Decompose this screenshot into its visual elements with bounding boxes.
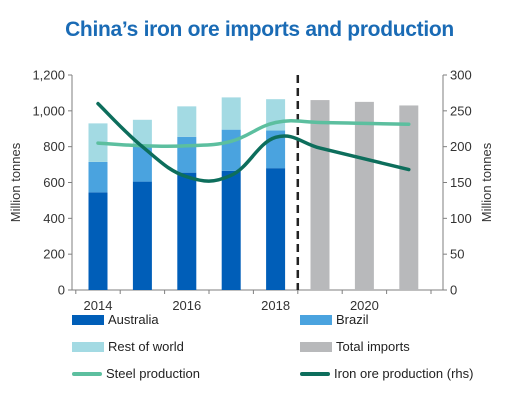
bar-australia-2017 [221, 170, 241, 290]
right-tick-label: 250 [450, 103, 472, 118]
legend-item-iron-ore-production-rhs-: Iron ore production (rhs) [300, 366, 473, 381]
legend-swatch [72, 314, 104, 325]
right-tick-label: 0 [450, 283, 457, 298]
bar-australia-2014 [88, 192, 108, 290]
legend-item-rest-of-world: Rest of world [72, 339, 184, 354]
legend-swatch [300, 314, 332, 325]
legend-label: Brazil [336, 312, 369, 327]
legend-label: Iron ore production (rhs) [334, 366, 474, 381]
left-tick-label: 800 [43, 139, 65, 154]
left-tick-label: 600 [43, 175, 65, 190]
left-tick-label: 1,200 [32, 68, 65, 83]
legend-label: Total imports [336, 339, 410, 354]
legend-item-total-imports: Total imports [300, 339, 410, 354]
bar-rest-of-world-2016 [177, 106, 197, 137]
x-tick-label: 2018 [261, 298, 290, 313]
bar-brazil-2015 [132, 146, 152, 182]
legend-swatch [300, 371, 330, 376]
chart-title: China’s iron ore imports and production [65, 18, 454, 41]
legend-label: Steel production [106, 366, 200, 381]
legend-swatch [72, 341, 104, 352]
legend-swatch [72, 371, 102, 376]
legend-swatch [300, 341, 332, 352]
bar-rest-of-world-2017 [221, 97, 241, 130]
bar-total-imports-2020 [354, 101, 374, 290]
line-steel-production [96, 119, 411, 149]
bar-total-imports-2021 [399, 105, 419, 290]
line-iron-ore-production-rhs- [96, 101, 411, 183]
right-tick-label: 150 [450, 175, 472, 190]
left-axis-title: Million tonnes [8, 142, 23, 222]
left-tick-label: 200 [43, 247, 65, 262]
bar-rest-of-world-2015 [132, 119, 152, 147]
bar-brazil-2014 [88, 161, 108, 193]
legend-item-brazil: Brazil [300, 312, 369, 327]
legend-item-australia: Australia [72, 312, 159, 327]
x-tick-label: 2020 [350, 298, 379, 313]
right-tick-label: 100 [450, 211, 472, 226]
legend-item-steel-production: Steel production [72, 366, 200, 381]
left-tick-label: 400 [43, 211, 65, 226]
legend-label: Australia [108, 312, 159, 327]
left-tick-label: 0 [58, 283, 65, 298]
right-tick-label: 50 [450, 247, 464, 262]
x-tick-label: 2014 [84, 298, 113, 313]
right-tick-label: 300 [450, 68, 472, 83]
bar-australia-2015 [132, 181, 152, 290]
legend-label: Rest of world [108, 339, 184, 354]
right-tick-label: 200 [450, 139, 472, 154]
right-axis-title: Million tonnes [479, 142, 494, 222]
left-tick-label: 1,000 [32, 103, 65, 118]
bar-australia-2016 [177, 172, 197, 290]
bar-australia-2018 [266, 168, 286, 290]
x-tick-label: 2016 [172, 298, 201, 313]
